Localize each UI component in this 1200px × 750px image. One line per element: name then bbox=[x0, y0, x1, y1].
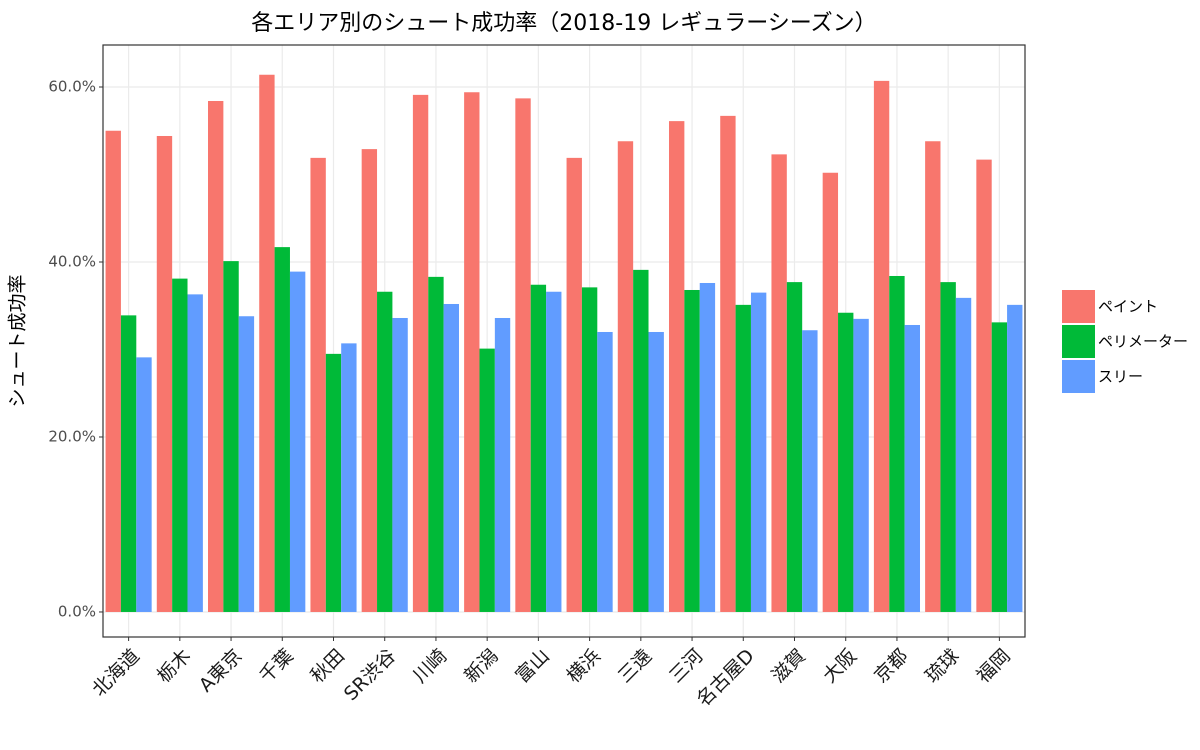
x-tick-label: 横浜 bbox=[563, 645, 605, 687]
bar bbox=[838, 312, 854, 612]
plot-background bbox=[103, 45, 1025, 637]
bar bbox=[238, 316, 255, 612]
bar bbox=[976, 159, 992, 612]
x-tick-label: 富山 bbox=[511, 645, 553, 687]
x-tick-label: 琉球 bbox=[921, 645, 963, 687]
bar bbox=[443, 303, 459, 612]
x-tick-label: 三河 bbox=[665, 645, 707, 687]
bar bbox=[771, 154, 787, 612]
bar bbox=[428, 276, 444, 612]
bar bbox=[223, 261, 239, 612]
bar bbox=[479, 348, 495, 612]
bar bbox=[581, 287, 598, 612]
x-tick-label: 川崎 bbox=[409, 645, 451, 687]
x-tick-label: 三遠 bbox=[614, 645, 656, 687]
bar bbox=[172, 278, 188, 612]
x-tick-label: 栃木 bbox=[153, 645, 195, 687]
bar bbox=[546, 291, 562, 612]
x-tick-label: SR渋谷 bbox=[340, 645, 400, 705]
bar bbox=[259, 74, 275, 612]
x-tick-label: 新潟 bbox=[460, 645, 502, 687]
bar bbox=[597, 331, 613, 612]
y-tick-label: 40.0% bbox=[48, 252, 96, 270]
bar bbox=[786, 282, 803, 612]
bar bbox=[530, 284, 547, 612]
y-axis-label: シュート成功率 bbox=[7, 274, 29, 407]
bar bbox=[648, 331, 664, 612]
legend-key bbox=[1062, 360, 1095, 393]
bar bbox=[735, 304, 751, 612]
y-tick-label: 60.0% bbox=[48, 77, 96, 95]
legend-label: スリー bbox=[1098, 368, 1143, 386]
bar bbox=[136, 357, 152, 612]
legend-key bbox=[1062, 290, 1095, 323]
x-tick-label: 千葉 bbox=[255, 645, 297, 687]
plot-border bbox=[102, 44, 1026, 638]
bar bbox=[684, 289, 700, 612]
bar bbox=[464, 92, 480, 612]
bar bbox=[750, 292, 767, 612]
bar bbox=[991, 322, 1008, 612]
x-tick-label: 大阪 bbox=[819, 645, 861, 687]
bar bbox=[699, 282, 716, 612]
bar bbox=[669, 121, 685, 612]
bar bbox=[925, 141, 941, 612]
bar bbox=[720, 115, 736, 612]
bar bbox=[904, 324, 920, 612]
bar bbox=[392, 317, 408, 612]
x-tick-label: 秋田 bbox=[306, 645, 348, 687]
bar bbox=[494, 317, 511, 612]
bar bbox=[325, 353, 342, 612]
bar bbox=[889, 275, 905, 612]
bar bbox=[940, 282, 956, 612]
bar bbox=[274, 247, 290, 612]
x-tick-label: 名古屋D bbox=[692, 645, 758, 711]
legend-label: ペリメーター bbox=[1098, 333, 1188, 351]
x-tick-label: 北海道 bbox=[88, 645, 144, 701]
bar bbox=[515, 98, 531, 612]
x-tick-label: 福岡 bbox=[972, 645, 1014, 687]
bar bbox=[208, 100, 224, 612]
bar bbox=[412, 94, 429, 612]
bar bbox=[377, 291, 393, 612]
y-tick-label: 20.0% bbox=[48, 427, 96, 445]
x-tick-label: A東京 bbox=[195, 645, 247, 697]
bar bbox=[617, 141, 634, 612]
bar bbox=[633, 269, 649, 612]
bar bbox=[156, 135, 173, 612]
bar bbox=[310, 157, 326, 612]
legend-key bbox=[1062, 325, 1095, 358]
y-tick-label: 0.0% bbox=[58, 602, 96, 620]
bar bbox=[802, 330, 818, 612]
bar bbox=[289, 271, 306, 612]
bar bbox=[853, 318, 869, 612]
chart-title: 各エリア別のシュート成功率（2018-19 レギュラーシーズン） bbox=[251, 11, 876, 36]
bar bbox=[187, 294, 203, 612]
bar bbox=[1007, 304, 1023, 612]
bar bbox=[120, 315, 137, 612]
bar bbox=[822, 172, 839, 612]
bar bbox=[566, 157, 582, 612]
bar bbox=[341, 343, 357, 612]
bar bbox=[873, 80, 890, 612]
bar bbox=[361, 149, 378, 612]
legend-label: ペイント bbox=[1098, 298, 1158, 316]
bar bbox=[955, 297, 972, 612]
x-tick-label: 京都 bbox=[870, 645, 912, 687]
bar bbox=[105, 130, 121, 612]
x-tick-label: 滋賀 bbox=[767, 645, 809, 687]
